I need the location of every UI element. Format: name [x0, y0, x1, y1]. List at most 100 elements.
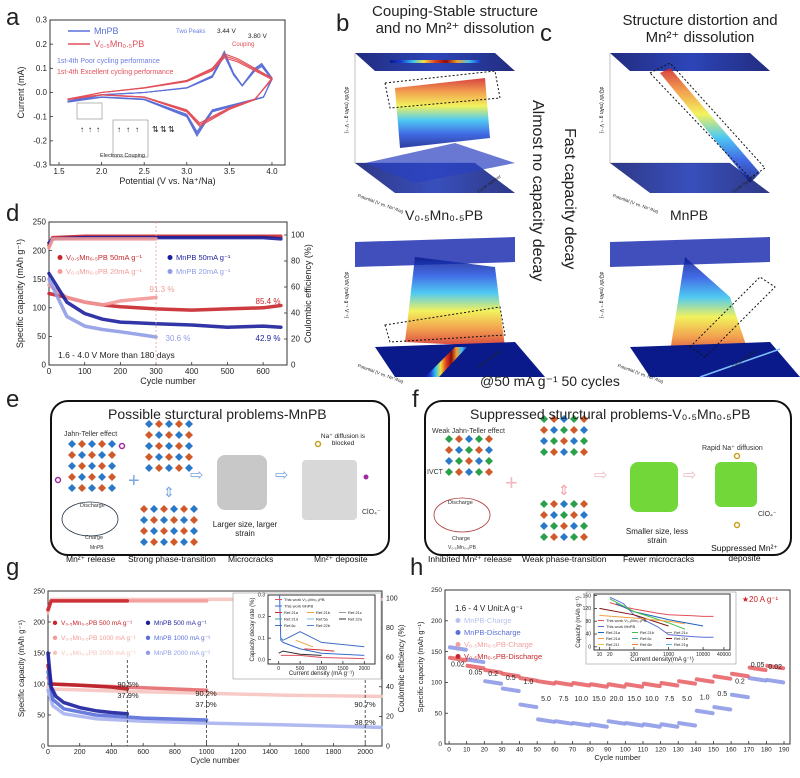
octahedron-icon [98, 440, 106, 448]
x-tick-label: 300 [149, 367, 163, 376]
octahedron-icon [145, 453, 153, 461]
octahedron-icon [155, 453, 163, 461]
x-tick-label: 180 [761, 747, 772, 754]
mn-ion-icon [118, 442, 126, 450]
octahedron-icon [540, 511, 548, 519]
rate-segment [659, 681, 680, 688]
octahedron-icon [445, 435, 453, 443]
rate-label: 7.5 [559, 696, 569, 703]
na-ion-icon [314, 440, 322, 448]
legend-g-mn-marker [145, 620, 151, 625]
panel-c-title: Structure distortion and Mn²⁺ dissolution [605, 12, 795, 46]
y2-tick-label: 60 [386, 655, 394, 662]
y-axis-label: Capacity (mAh g⁻¹) [576, 596, 582, 648]
inset-series [599, 614, 686, 625]
octahedron-icon [540, 522, 548, 530]
dqdv-3d-plot-b-top [354, 53, 515, 193]
note-excellent: 1st-4th Excellent cycling performance [57, 69, 174, 76]
x-tick-label: 150 [708, 747, 719, 754]
inset-legend-label: Ref.6c [284, 623, 296, 628]
y-tick-label: 160 [583, 593, 592, 599]
rate-segment [641, 681, 662, 689]
octahedron-icon [165, 431, 173, 439]
cycling-condition: @50 mA g⁻¹ 50 cycles [480, 373, 620, 389]
retention-annotation: 90.5% [117, 680, 139, 689]
y-tick-label: 250 [33, 588, 45, 595]
octahedron-icon [580, 437, 588, 445]
octahedron-icon [155, 442, 163, 450]
retention-annotation: 37.9% [117, 691, 139, 700]
octahedron-icon [155, 464, 163, 472]
x-tick-label: 100 [630, 652, 639, 658]
surface-valley [670, 257, 750, 357]
rate-segment [712, 674, 733, 681]
rate-label: 15.0 [592, 696, 606, 703]
panel-label-b: b [336, 10, 350, 37]
octahedron-icon [175, 453, 183, 461]
plot-frame [444, 589, 791, 745]
y2-tick-label: 20 [291, 335, 300, 344]
rate-segment [730, 671, 750, 679]
octahedron-icon [570, 511, 578, 519]
y-tick-label: 0 [41, 743, 45, 750]
y-tick-label: 50 [37, 712, 45, 719]
plot-frame [593, 593, 731, 651]
heatmap-band [390, 60, 480, 63]
x-tick-label: 80 [586, 747, 594, 754]
unit-note: 1.6 - 4 V Unit:A g⁻¹ [455, 604, 523, 613]
octahedron-icon [475, 446, 483, 454]
na-blocked-label: Na⁺ diffusion is blocked [320, 433, 366, 447]
star-20a-label: ★20 A g⁻¹ [742, 595, 779, 604]
inset-legend-label: Ref.21f [606, 642, 620, 647]
top-surface [355, 237, 515, 267]
x-tick-label: 4.0 [266, 167, 278, 176]
jahn-teller-label: Jahn-Teller effect [64, 431, 118, 438]
rate-label: 15.0 [627, 696, 641, 703]
legend-g-v-label: V₀.₅Mn₀.₅PB 500 mA g⁻¹ [61, 620, 133, 627]
rate-segment [641, 722, 662, 729]
legend-g-mn-label: MnPB 500 mA g⁻¹ [154, 620, 207, 627]
x-axis-label: Cycle number [594, 753, 641, 762]
x-tick-label: 0 [47, 367, 52, 376]
rate-label: 5.0 [682, 696, 692, 703]
octahedron-icon [78, 440, 86, 448]
rate-segment [518, 676, 539, 683]
x-tick-label: 600 [256, 367, 270, 376]
octahedron-icon [465, 468, 473, 476]
mn-ion-icon [363, 474, 369, 480]
octahedron-icon [445, 446, 453, 454]
octahedron-icon [540, 415, 548, 423]
octahedron-icon [580, 522, 588, 530]
rate-label: 1.0 [700, 695, 710, 702]
inset-series [615, 603, 704, 627]
arrow-right-icon: ⇨ [275, 467, 288, 484]
x-tick-label: 600 [137, 749, 149, 756]
x-tick-label: 110 [638, 747, 649, 754]
octahedron-icon [570, 415, 578, 423]
highlight-box [384, 306, 506, 343]
x-tick-label: 50 [534, 747, 542, 754]
x-axis-label: Cycle number [140, 376, 196, 386]
crack-particle-icon [217, 455, 267, 510]
panel-c-title-line2: Mn²⁺ dissolution [645, 29, 755, 46]
inset-background [585, 591, 737, 665]
surface-decay [660, 68, 760, 183]
y-tick-label: 250 [33, 218, 47, 227]
octahedron-icon [165, 442, 173, 450]
electron-orbital-icon: ↑ [126, 125, 130, 134]
rate-segment [500, 686, 521, 694]
legend-d-mn-label: MnPB 20mA g⁻¹ [176, 267, 231, 276]
octahedron-icon [165, 420, 173, 428]
inset-legend-label: Ref.21d [606, 636, 620, 641]
annotation-v-20: 91.3 % [150, 285, 175, 294]
inset-legend-label: Ref.22a [348, 617, 363, 622]
legend-mnpb: MnPB [94, 26, 119, 36]
x-tick-label: 1400 [262, 749, 278, 756]
caption-microcracks: Microcracks [228, 554, 274, 564]
electron-orbital-icon: ↑ [96, 125, 100, 134]
legend-h-marker [455, 642, 461, 647]
inset-legend-label: Ref.21d [284, 617, 298, 622]
inset-legend-label: Ref.6c [640, 636, 652, 641]
smaller-size-label: Smaller size, less strain [625, 527, 689, 545]
x-axis-label-3d: Potential (V vs. Na⁺/Na) [612, 193, 659, 214]
